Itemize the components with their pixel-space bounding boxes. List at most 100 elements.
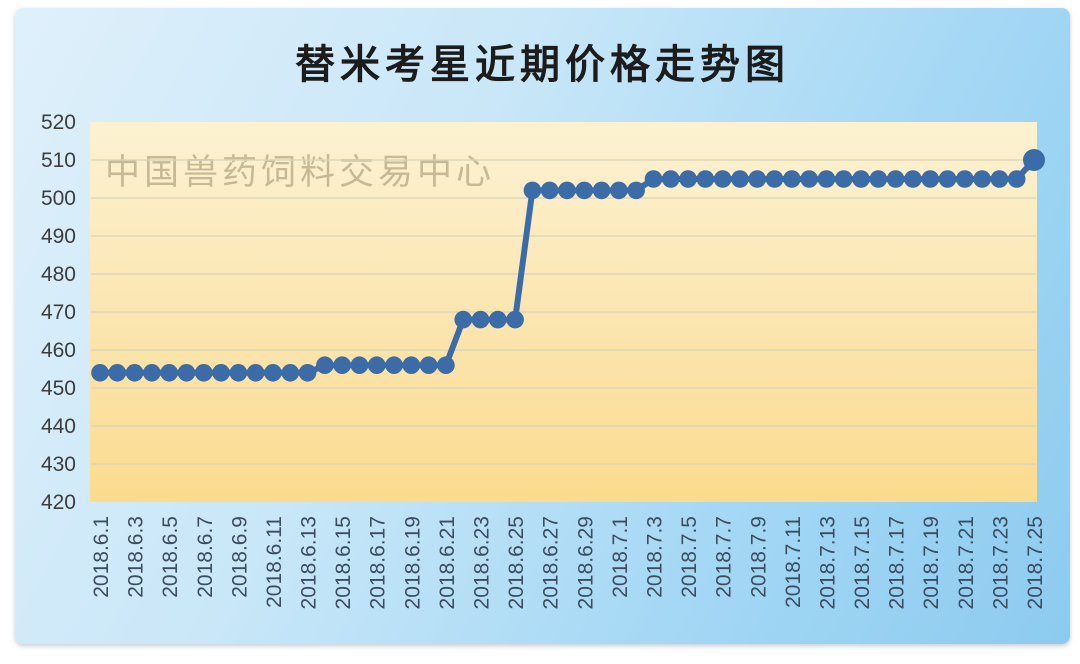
data-point <box>834 170 853 188</box>
x-tick-label: 2018.6.9 <box>228 516 251 598</box>
data-point <box>679 170 697 188</box>
x-tick-label: 2018.6.15 <box>332 516 355 609</box>
y-tick-label: 460 <box>41 339 76 362</box>
data-point <box>921 170 940 188</box>
x-tick-label: 2018.6.11 <box>263 516 286 608</box>
data-point <box>523 181 542 200</box>
chart-card: 替米考星近期价格走势图 中国兽药饲料交易中心 420 430 440 450 460 47… <box>15 8 1070 644</box>
x-tick-label: 2018.6.1 <box>90 516 113 598</box>
x-tick-label: 2018.6.29 <box>574 516 597 609</box>
data-point <box>731 170 749 188</box>
data-point <box>558 181 576 200</box>
y-tick-label: 420 <box>41 491 76 514</box>
data-point <box>471 310 490 329</box>
x-tick-label: 2018.6.7 <box>194 516 217 598</box>
data-point <box>696 170 715 188</box>
data-point <box>869 170 888 188</box>
y-tick-label: 470 <box>41 301 76 324</box>
chart-title: 替米考星近期价格走势图 <box>295 42 790 87</box>
x-tick-label: 2018.7.17 <box>886 516 909 609</box>
x-tick-label: 2018.7.3 <box>643 516 666 598</box>
x-tick-label: 2018.7.23 <box>989 516 1012 609</box>
x-tick-label: 2018.7.5 <box>678 516 701 598</box>
data-point <box>540 181 559 200</box>
data-point <box>229 364 248 382</box>
x-tick-label: 2018.7.7 <box>713 516 736 598</box>
data-point <box>800 170 818 188</box>
data-point <box>350 356 369 375</box>
data-point <box>748 170 767 188</box>
data-point <box>644 170 663 188</box>
x-tick-label: 2018.6.5 <box>159 516 182 598</box>
y-tick-label: 500 <box>41 187 76 210</box>
data-point <box>852 170 870 188</box>
x-tick-label: 2018.7.25 <box>1024 516 1047 609</box>
data-point <box>938 170 957 188</box>
y-tick-label: 480 <box>41 263 76 286</box>
watermark: 中国兽药饲料交易中心 <box>105 153 495 192</box>
data-point <box>367 356 386 375</box>
data-point <box>904 170 922 188</box>
data-point <box>506 310 524 329</box>
price-series <box>91 149 1045 382</box>
x-tick-label: 2018.6.25 <box>505 516 528 609</box>
y-tick-label: 510 <box>41 149 76 172</box>
x-tick-label: 2018.6.13 <box>298 516 321 609</box>
data-point <box>627 181 645 200</box>
data-point <box>108 364 127 382</box>
x-tick-label: 2018.6.21 <box>436 516 459 609</box>
data-point <box>575 181 594 200</box>
data-point <box>437 356 455 375</box>
x-tick-label: 2018.6.19 <box>401 516 424 609</box>
data-point <box>765 170 784 188</box>
data-point <box>454 310 473 329</box>
data-point <box>298 364 317 382</box>
x-tick-label: 2018.7.1 <box>609 516 632 598</box>
y-tick-label: 430 <box>41 453 76 476</box>
y-axis-labels: 420 430 440 450 460 470 480 490 500 510 520 <box>41 111 76 514</box>
y-tick-label: 520 <box>41 111 76 134</box>
data-point <box>1007 170 1026 188</box>
x-tick-label: 2018.7.15 <box>851 516 874 609</box>
y-tick-label: 450 <box>41 377 76 400</box>
x-tick-label: 2018.6.23 <box>471 516 494 609</box>
data-point <box>281 364 300 382</box>
data-point <box>419 356 438 375</box>
data-point <box>160 364 178 382</box>
data-point-latest <box>1023 149 1045 171</box>
x-tick-label: 2018.7.19 <box>920 516 943 609</box>
data-point <box>125 364 144 382</box>
x-tick-label: 2018.6.27 <box>540 516 563 609</box>
x-tick-label: 2018.7.11 <box>782 516 805 608</box>
data-point <box>316 356 334 375</box>
data-point <box>246 364 265 382</box>
data-point <box>886 170 905 188</box>
data-point <box>91 364 109 382</box>
price-trend-chart: 中国兽药饲料交易中心 420 430 440 450 460 470 480 490 500 51… <box>41 111 1047 609</box>
x-tick-label: 2018.7.9 <box>747 516 770 598</box>
x-tick-label: 2018.6.17 <box>367 516 390 609</box>
data-point <box>194 364 213 382</box>
x-tick-label: 2018.7.21 <box>955 516 978 609</box>
data-point <box>489 310 507 329</box>
data-point <box>990 170 1009 188</box>
data-point <box>817 170 836 188</box>
data-point <box>402 356 421 375</box>
data-point <box>661 170 680 188</box>
data-point <box>610 181 628 200</box>
data-point <box>592 181 611 200</box>
data-point <box>385 356 403 375</box>
y-tick-label: 490 <box>41 225 76 248</box>
data-point <box>333 356 351 375</box>
data-point <box>177 364 196 382</box>
x-tick-label: 2018.7.13 <box>816 516 839 609</box>
data-point <box>713 170 732 188</box>
data-point <box>956 170 974 188</box>
data-point <box>264 364 282 382</box>
data-point <box>973 170 991 188</box>
data-point <box>143 364 161 382</box>
x-tick-label: 2018.6.3 <box>125 516 148 598</box>
x-axis-labels: 2018.6.1 2018.6.3 2018.6.5 2018.6.7 2018.6.9… <box>90 516 1047 609</box>
data-point <box>783 170 801 188</box>
data-point <box>212 364 230 382</box>
